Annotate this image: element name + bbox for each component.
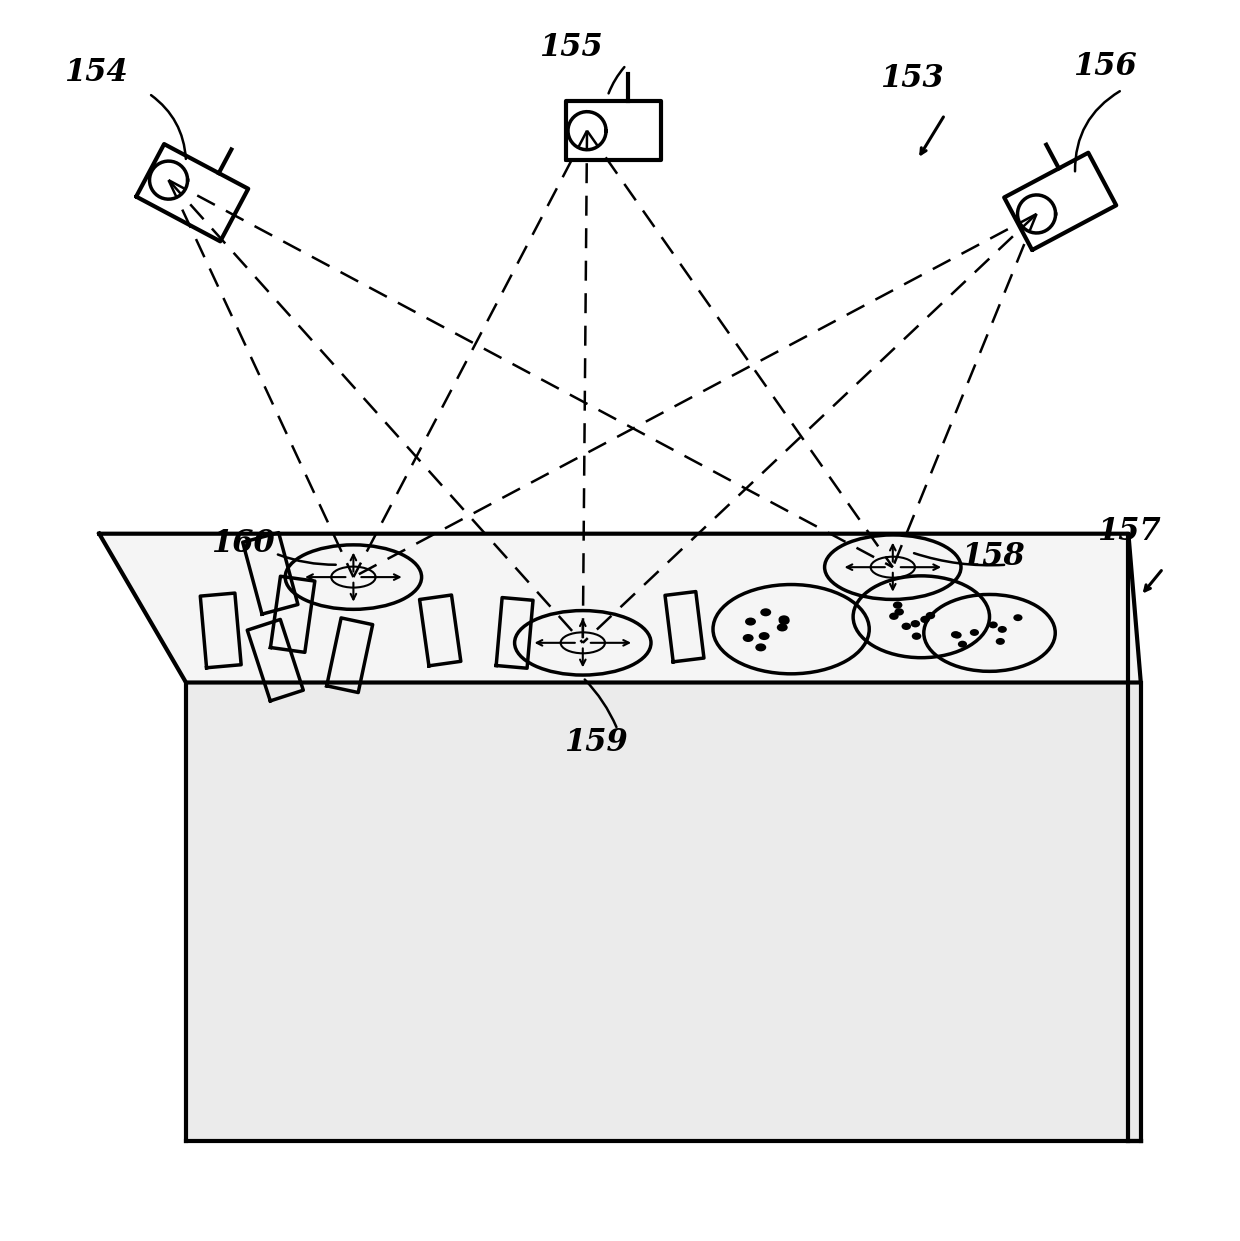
Ellipse shape: [776, 623, 787, 632]
Ellipse shape: [925, 612, 935, 619]
Ellipse shape: [957, 640, 967, 648]
Text: 159: 159: [564, 727, 627, 758]
Ellipse shape: [745, 618, 756, 625]
Text: 157: 157: [1097, 516, 1161, 547]
Ellipse shape: [779, 617, 790, 625]
Text: 155: 155: [539, 32, 603, 63]
Ellipse shape: [779, 616, 790, 623]
Ellipse shape: [996, 638, 1004, 645]
Ellipse shape: [1013, 614, 1023, 622]
Polygon shape: [1128, 534, 1141, 1142]
Ellipse shape: [910, 620, 920, 628]
Ellipse shape: [894, 608, 904, 616]
Ellipse shape: [951, 632, 960, 638]
Ellipse shape: [920, 616, 930, 623]
Ellipse shape: [743, 634, 754, 642]
Ellipse shape: [988, 622, 998, 628]
Ellipse shape: [755, 643, 766, 652]
Polygon shape: [186, 683, 1141, 1142]
Ellipse shape: [760, 608, 771, 617]
Ellipse shape: [911, 633, 921, 640]
Text: 158: 158: [961, 541, 1024, 572]
Ellipse shape: [893, 602, 903, 609]
Ellipse shape: [901, 623, 911, 630]
Ellipse shape: [970, 629, 980, 635]
Ellipse shape: [952, 632, 962, 639]
Text: 153: 153: [880, 63, 944, 94]
Ellipse shape: [889, 613, 899, 620]
Polygon shape: [99, 534, 1141, 683]
Ellipse shape: [759, 632, 770, 640]
Ellipse shape: [998, 625, 1007, 633]
Text: 154: 154: [64, 57, 128, 88]
Text: 156: 156: [1073, 51, 1136, 82]
Text: 160: 160: [211, 529, 274, 560]
